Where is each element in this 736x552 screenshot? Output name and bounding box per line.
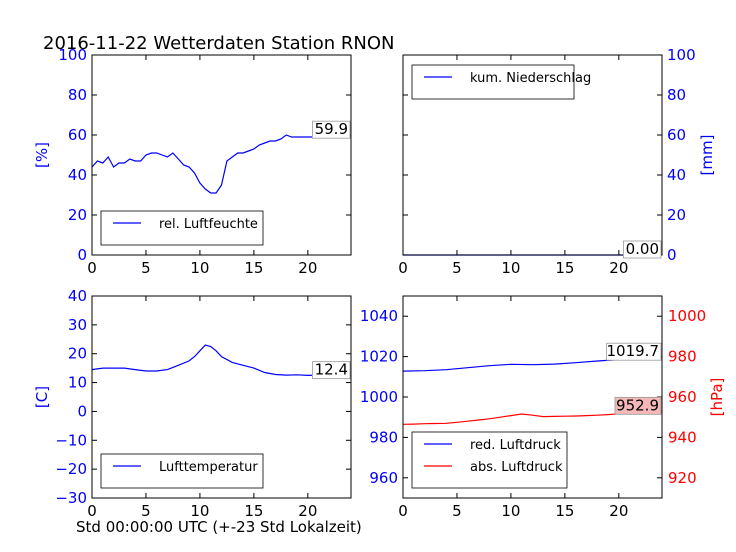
- legend-entry: Lufttemperatur: [159, 460, 258, 475]
- x-axis-label: Std 00:00:00 UTC (+-23 Std Lokalzeit): [76, 518, 362, 536]
- legend-entry: kum. Niederschlag: [470, 71, 591, 86]
- series-line: [91, 134, 352, 194]
- legend: Lufttemperatur: [100, 453, 264, 489]
- x-tick-label: 0: [87, 259, 97, 277]
- last-value-label: 12.4: [315, 361, 348, 379]
- last-value-box: [311, 361, 351, 380]
- x-tick-label: 0: [398, 502, 408, 520]
- y-tick-label: 80: [68, 86, 87, 104]
- legend: red. Luftdruck abs. Luftdruck: [411, 431, 568, 489]
- y-axis-label: [%]: [33, 142, 51, 168]
- y-tick-label: 30: [68, 316, 87, 334]
- y-right-tick-label: 940: [668, 428, 697, 446]
- x-tick-label: 20: [298, 502, 317, 520]
- x-tick-label: 10: [190, 502, 209, 520]
- y-axis-label: [C]: [33, 386, 51, 408]
- y-tick-label: 60: [68, 126, 87, 144]
- legend-box: [100, 210, 264, 246]
- plot-frame: [91, 54, 352, 256]
- legend-entry: abs. Luftdruck: [470, 460, 563, 475]
- y-tick-label: 1000: [360, 388, 398, 406]
- legend-box: [411, 64, 575, 100]
- legend-entry: rel. Luftfeuchte: [159, 217, 258, 232]
- plot-frame: [91, 295, 352, 499]
- x-tick-label: 15: [555, 502, 574, 520]
- y-tick-label: 10: [68, 374, 87, 392]
- legend-box: [100, 453, 264, 489]
- x-tick-label: 15: [244, 259, 263, 277]
- y-tick-label: 60: [667, 126, 686, 144]
- y-tick-label: 20: [667, 206, 686, 224]
- last-value-label: 1019.7: [607, 342, 660, 360]
- subplot-temperature: 0 5 10 15 20 −30 −20 −10 0 10 20 30 40 [C] Lufttempera…: [33, 287, 352, 520]
- y-tick-label: 100: [667, 46, 696, 64]
- y-tick-label: 100: [58, 46, 87, 64]
- last-value-label: 0.00: [626, 240, 659, 258]
- x-tick-label: 20: [609, 259, 628, 277]
- last-value-box: [606, 342, 662, 361]
- figure-title: 2016-11-22 Wetterdaten Station RNON: [43, 33, 394, 54]
- last-value-box: [623, 240, 662, 259]
- y-tick-label: 20: [68, 206, 87, 224]
- last-value-box: [311, 120, 351, 139]
- x-tick-label: 0: [87, 502, 97, 520]
- plot-frame: [402, 54, 663, 256]
- y-right-tick-label: 920: [668, 469, 697, 487]
- y-tick-label: 40: [68, 166, 87, 184]
- y-tick-label: 0: [77, 246, 87, 264]
- y-tick-label: 0: [667, 246, 677, 264]
- y-tick-label: −10: [55, 431, 87, 449]
- subplot-pressure: 0 5 10 15 20 960 980 1000 1020 1040 920 940 960 980 10…: [360, 295, 726, 520]
- y-tick-label: −20: [55, 460, 87, 478]
- y-tick-label: 1020: [360, 348, 398, 366]
- y-tick-label: 40: [667, 166, 686, 184]
- y-tick-label: 20: [68, 345, 87, 363]
- y-right-axis-label: [hPa]: [708, 378, 726, 417]
- x-tick-label: 20: [609, 502, 628, 520]
- y-tick-label: 0: [77, 402, 87, 420]
- y-right-tick-label: 1000: [668, 307, 706, 325]
- x-tick-label: 0: [398, 259, 408, 277]
- last-value-label: 952.9: [616, 396, 659, 414]
- y-tick-label: 40: [68, 287, 87, 305]
- y-tick-label: 80: [667, 86, 686, 104]
- y-right-tick-label: 960: [668, 388, 697, 406]
- x-tick-label: 5: [141, 502, 151, 520]
- y-tick-label: −30: [55, 489, 87, 507]
- subplot-precipitation: 0 5 10 15 20 0 20 40 60 80 100 [mm] kum. Niederschla…: [398, 46, 716, 277]
- series-line: [91, 344, 352, 377]
- legend-box: [411, 431, 568, 489]
- last-value-box: [614, 396, 662, 415]
- y-tick-label: 1040: [360, 307, 398, 325]
- legend: kum. Niederschlag: [411, 64, 591, 100]
- x-tick-label: 10: [501, 502, 520, 520]
- x-tick-label: 5: [452, 259, 462, 277]
- x-tick-label: 10: [501, 259, 520, 277]
- x-tick-label: 5: [141, 259, 151, 277]
- x-tick-label: 20: [298, 259, 317, 277]
- y-tick-label: 960: [369, 469, 398, 487]
- legend: rel. Luftfeuchte: [100, 210, 264, 246]
- last-value-label: 59.9: [315, 120, 348, 138]
- y-tick-label: 980: [369, 428, 398, 446]
- x-tick-label: 15: [555, 259, 574, 277]
- x-tick-label: 15: [244, 502, 263, 520]
- y-right-tick-label: 980: [668, 348, 697, 366]
- plot-frame: [402, 295, 663, 499]
- legend-entry: red. Luftdruck: [470, 438, 561, 453]
- x-tick-label: 10: [190, 259, 209, 277]
- x-tick-label: 5: [452, 502, 462, 520]
- subplot-humidity: 0 5 10 15 20 0 20 40 60 80 100 [%] rel. Luftfeuchte 5…: [33, 46, 352, 277]
- y-axis-label: [mm]: [698, 135, 716, 176]
